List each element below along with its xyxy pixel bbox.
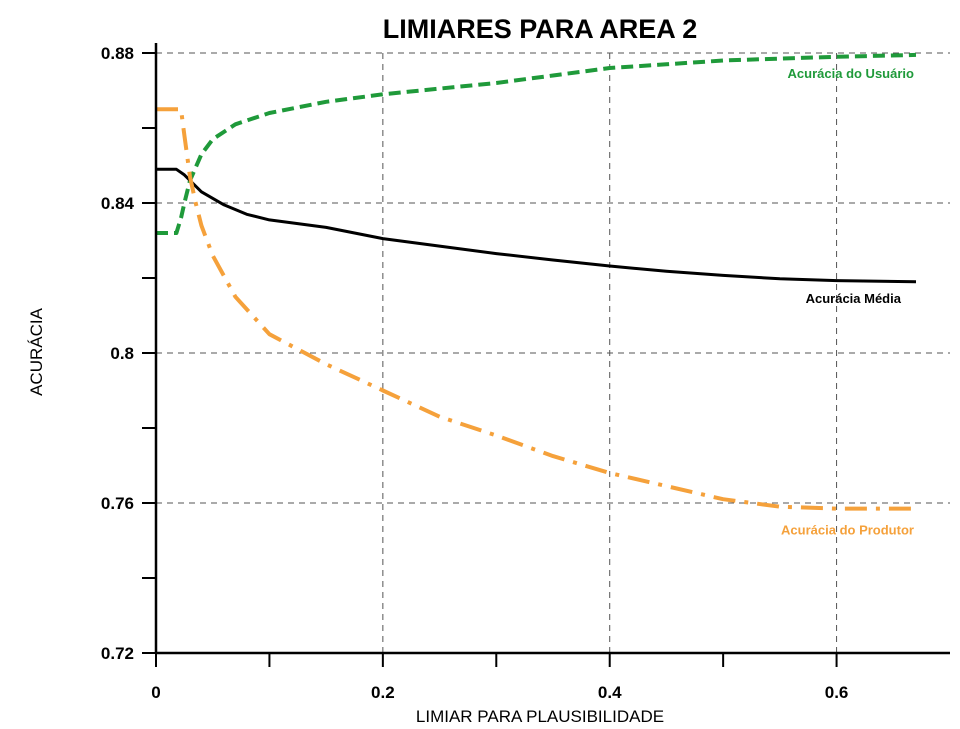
label-acuracia-produtor: Acurácia do Produtor — [781, 523, 914, 538]
chart-title: LIMIARES PARA AREA 2 — [383, 14, 698, 44]
series-line-media — [156, 167, 917, 284]
y-tick-label: 0.88 — [101, 44, 134, 63]
y-tick-label: 0.84 — [101, 194, 135, 213]
x-tick-label: 0.6 — [825, 683, 849, 702]
tick-labels: 0.72 0.76 0.8 0.84 0.88 0 0.2 0.4 0.6 — [101, 44, 848, 702]
label-acuracia-media: Acurácia Média — [806, 291, 902, 306]
label-acuracia-usuario: Acurácia do Usuário — [788, 66, 914, 81]
y-tick-label: 0.8 — [110, 344, 134, 363]
x-axis-label: LIMIAR PARA PLAUSIBILIDADE — [416, 707, 664, 726]
series-line-produtor — [156, 107, 916, 511]
x-tick-label: 0.4 — [598, 683, 622, 702]
series-line-usuario — [156, 52, 917, 235]
grid-lines — [156, 52, 950, 653]
series-lines — [156, 52, 917, 511]
y-tick-label: 0.76 — [101, 494, 134, 513]
y-axis-label: ACURÁCIA — [27, 307, 46, 396]
y-tick-label: 0.72 — [101, 644, 134, 663]
axes — [142, 43, 950, 667]
series-annotations: Acurácia do Usuário Acurácia Média Acuráci… — [781, 66, 914, 538]
x-tick-label: 0 — [151, 683, 160, 702]
x-tick-label: 0.2 — [371, 683, 395, 702]
